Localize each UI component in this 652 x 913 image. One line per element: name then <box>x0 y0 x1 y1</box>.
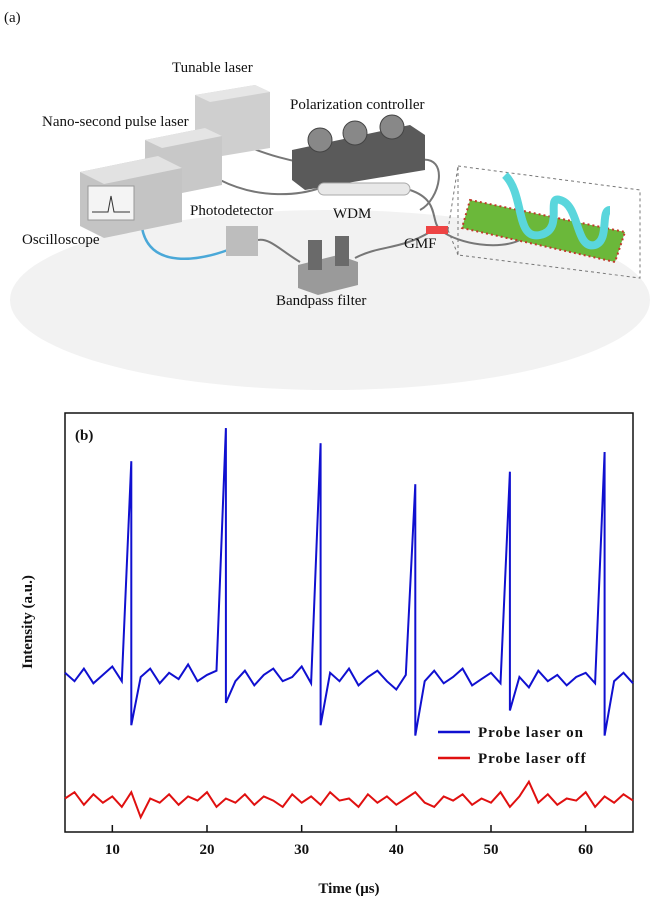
component-label: Oscilloscope <box>22 232 100 248</box>
x-tick-label: 10 <box>105 842 120 858</box>
filter-mount <box>335 236 349 266</box>
laser-top <box>195 85 270 102</box>
x-axis-label: Time (μs) <box>318 881 379 897</box>
series-line <box>64 779 634 820</box>
paddle <box>342 120 368 146</box>
x-tick-label: 30 <box>294 842 309 858</box>
series-line <box>64 428 634 736</box>
component-label: Polarization controller <box>290 97 425 113</box>
fiber <box>257 238 301 263</box>
component-label: WDM <box>333 206 371 222</box>
chart: (b) Time (μs) Intensity (a.u.) 10 20 30 40 5… <box>20 412 634 897</box>
wdm-tube <box>317 182 411 196</box>
inset-line <box>447 165 459 231</box>
screen-pulse <box>92 195 130 213</box>
x-tick-label: 20 <box>200 842 215 858</box>
legend-label: Probe laser off <box>478 751 587 767</box>
y-axis-label: Intensity (a.u.) <box>20 575 36 669</box>
fiber <box>140 227 229 260</box>
paddle <box>379 114 405 140</box>
polarization-base <box>292 125 425 190</box>
inset-frame <box>457 165 641 279</box>
component-label: GMF <box>404 236 437 252</box>
component-label: Tunable laser <box>172 60 253 76</box>
fiber-spiral <box>501 172 612 250</box>
legend-label: Probe laser on <box>478 725 584 741</box>
x-tick-label: 60 <box>578 842 593 858</box>
gmf-marker <box>426 226 448 234</box>
x-tick-label: 40 <box>389 842 404 858</box>
screen <box>87 185 135 221</box>
component-label: Bandpass filter <box>276 293 366 309</box>
filter-mount <box>308 240 322 270</box>
fiber <box>219 179 321 196</box>
floor-shadow <box>10 210 650 390</box>
setup-diagram: (a) Tunable laser Polarization controlle… <box>0 0 652 395</box>
laser-top <box>145 128 222 148</box>
plot-frame <box>64 412 634 833</box>
inset-line <box>447 229 459 256</box>
component-label: Nano-second pulse laser <box>42 114 189 130</box>
panel-label: (a) <box>4 10 21 26</box>
photodetector-box <box>226 226 258 256</box>
oscilloscope-top <box>80 156 182 184</box>
component-label: Photodetector <box>190 203 273 219</box>
paddle <box>307 127 333 153</box>
x-tick-label: 50 <box>484 842 499 858</box>
fiber <box>354 231 431 259</box>
panel-label: (b) <box>75 428 93 444</box>
